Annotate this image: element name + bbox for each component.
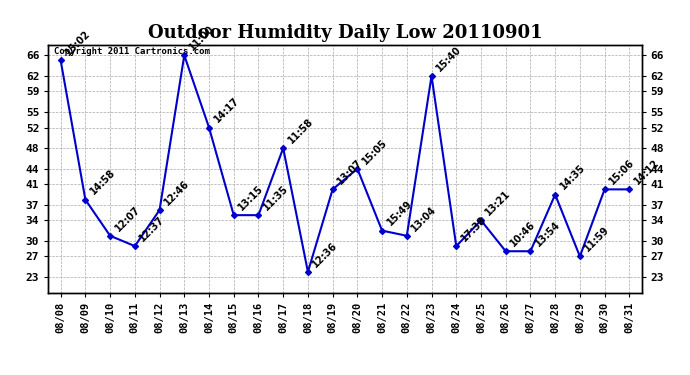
Text: 11:35: 11:35 <box>262 183 290 212</box>
Text: 15:02: 15:02 <box>63 29 92 58</box>
Text: 14:58: 14:58 <box>88 168 117 197</box>
Text: 13:07: 13:07 <box>335 158 364 187</box>
Text: 11:59: 11:59 <box>582 225 611 254</box>
Text: 11:00: 11:00 <box>187 24 216 52</box>
Text: 12:46: 12:46 <box>162 178 191 207</box>
Text: 15:40: 15:40 <box>434 44 463 73</box>
Text: 12:36: 12:36 <box>310 240 339 269</box>
Text: 15:05: 15:05 <box>360 137 389 166</box>
Text: 15:06: 15:06 <box>607 158 636 187</box>
Text: 15:49: 15:49 <box>385 199 414 228</box>
Text: 14:12: 14:12 <box>632 158 661 187</box>
Text: 13:21: 13:21 <box>484 189 513 218</box>
Text: 14:17: 14:17 <box>212 96 241 125</box>
Text: 12:07: 12:07 <box>113 204 142 233</box>
Text: 10:46: 10:46 <box>509 219 538 249</box>
Text: 14:35: 14:35 <box>558 163 587 192</box>
Text: Copyright 2011 Cartronics.com: Copyright 2011 Cartronics.com <box>55 48 210 57</box>
Text: 13:15: 13:15 <box>237 183 266 212</box>
Text: 12:37: 12:37 <box>137 214 166 243</box>
Text: 13:04: 13:04 <box>410 204 439 233</box>
Text: 17:38: 17:38 <box>459 214 488 243</box>
Title: Outdoor Humidity Daily Low 20110901: Outdoor Humidity Daily Low 20110901 <box>148 24 542 42</box>
Text: 13:54: 13:54 <box>533 219 562 249</box>
Text: 11:58: 11:58 <box>286 116 315 146</box>
